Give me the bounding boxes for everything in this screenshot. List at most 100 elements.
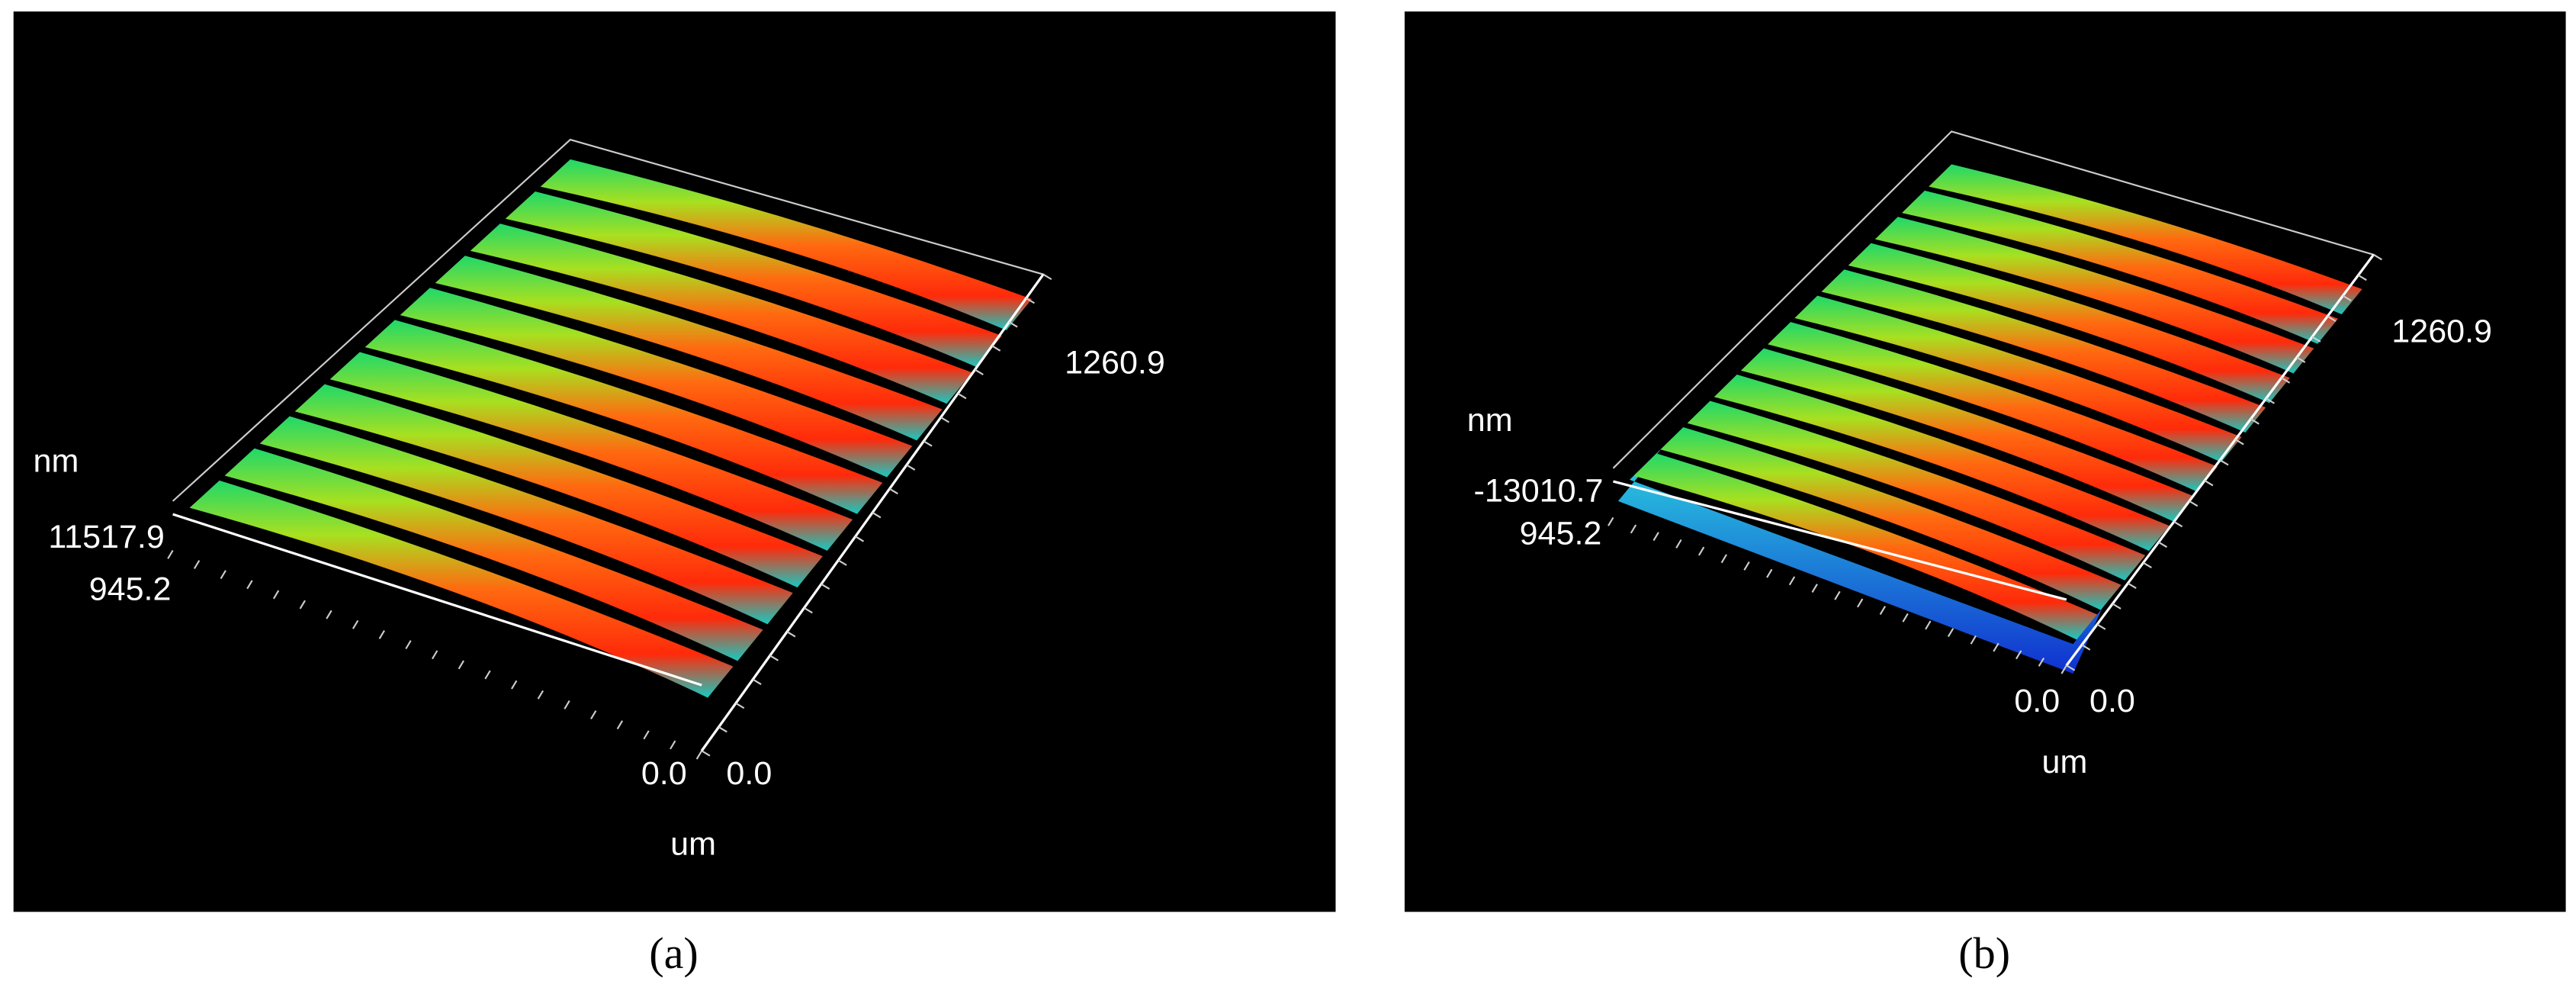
axis-tick [2016,650,2022,660]
axis-tick [2342,294,2352,302]
axis-tick [1766,568,1773,578]
axis-tick [193,560,201,569]
axis-tick [1811,584,1818,593]
ridge [540,159,1033,330]
ridge [1902,190,2338,344]
axis-tick [803,606,813,614]
axis-tick [511,680,518,690]
axis-tick [718,726,728,733]
x-origin-label: 0.0 [2014,683,2060,719]
axis-tick [735,702,745,709]
ridge [1821,269,2266,433]
axis-tick [616,720,624,730]
axis-tick [2234,439,2244,446]
front-edge [1613,480,2067,601]
axis-tick [2266,397,2275,404]
axis-tick [2250,418,2260,425]
xy-unit-label: um [670,826,716,863]
axis-tick [2219,459,2229,466]
axis-tick [1008,321,1018,328]
y-origin-label: 0.0 [2089,683,2135,719]
axis-tick [564,700,570,709]
axis-tick [837,559,847,566]
axis-tick [272,590,280,600]
axis-tick [2081,644,2091,651]
axis-tick [855,536,865,542]
x-origin-label: 0.0 [641,755,687,792]
axis-tick [2112,603,2122,610]
z-unit-label: nm [1467,402,1513,439]
z-top-label: 11517.9 [48,519,164,555]
axis-tick [2311,336,2321,343]
x-max-label: 1260.9 [2391,314,2492,350]
y-origin-label: 0.0 [726,755,772,792]
axis-tick [821,583,830,590]
axis-tick [2281,377,2291,384]
ridge [1660,426,2122,610]
ridge [1740,348,2194,522]
axis-tick [2060,664,2067,674]
axis-tick [2096,623,2106,630]
y-max-label: 945.2 [89,571,172,608]
axis-tick [2204,480,2214,487]
axis-tick [1675,539,1682,548]
axis-tick [752,678,762,685]
axis-tick [1925,620,1932,630]
axis-tick [906,464,916,471]
ridge [1874,217,2314,374]
axis-tick [1970,635,1977,645]
front-edge [172,513,702,687]
ridge [470,224,972,404]
caption: (b) [1958,928,2010,978]
axis-tick [352,619,359,629]
axis-tick [458,660,464,670]
axis-tick [872,512,882,519]
ridge [224,448,763,661]
axis-tick [1947,628,1954,638]
axis-tick [957,392,967,400]
axis-tick [1902,613,1909,622]
ridge [435,256,943,441]
axis-tick [923,440,933,447]
axis-tick [2127,582,2137,589]
ridge [1768,322,2218,492]
axis-tick [484,670,491,680]
ridge [1848,243,2290,404]
ridge [1794,295,2242,462]
axis-tick [670,740,676,750]
caption: (a) [649,928,699,978]
ridge [1714,375,2170,552]
surface-base [1617,448,2102,674]
axis-tick [537,690,544,700]
ridge [259,416,793,625]
ridge [365,320,883,514]
axis-tick [1834,590,1841,600]
axis-tick [1788,576,1796,586]
axis-tick [590,710,597,720]
axis-tick [1026,297,1036,304]
ridge [294,384,823,588]
axis-tick [405,640,412,650]
axis-tick [974,368,984,375]
axis-tick [991,345,1001,352]
axis-tick [1720,554,1727,564]
axis-tick [378,630,385,639]
axis-tick [701,750,711,757]
axis-tick [1608,516,1614,526]
axis-tick [2142,561,2152,569]
axis-tick [2158,541,2168,548]
axis-tick [2038,658,2045,667]
axis-tick [1879,606,1887,616]
axis-tick [1630,524,1637,534]
x-max-label: 1260.9 [1065,345,1165,381]
axis-tick [2173,520,2183,528]
axis-tick [695,750,703,760]
axis-tick [1653,532,1659,542]
axis-tick [940,417,950,423]
axis-tick [220,570,226,580]
axis-tick [2296,356,2306,363]
xy-unit-label: um [2042,744,2088,780]
axis-tick [2066,664,2076,671]
z-unit-label: nm [34,443,79,480]
